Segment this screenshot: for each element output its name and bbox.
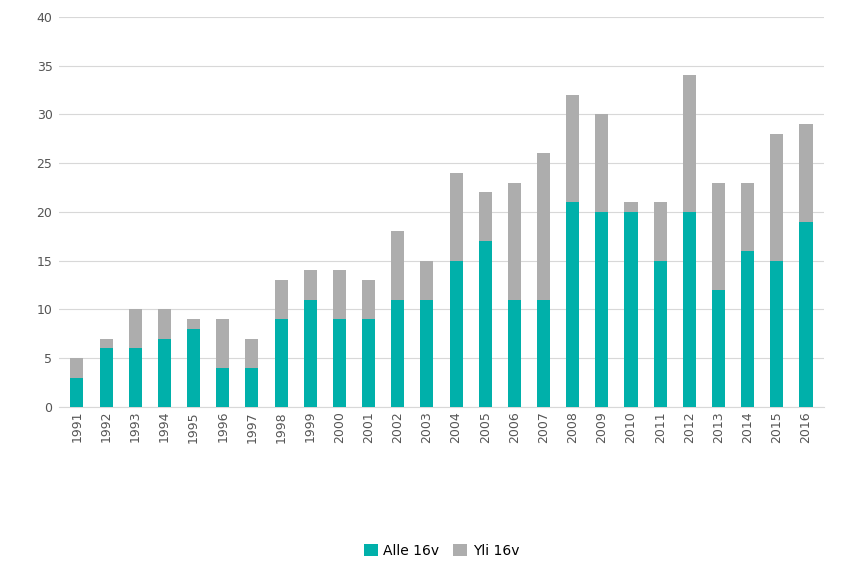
Bar xyxy=(187,319,200,329)
Bar xyxy=(508,299,521,407)
Bar xyxy=(566,95,579,202)
Legend: Alle 16v, Yli 16v: Alle 16v, Yli 16v xyxy=(358,538,525,564)
Bar xyxy=(158,338,171,407)
Bar xyxy=(274,280,288,319)
Bar xyxy=(99,338,113,348)
Bar xyxy=(800,124,812,221)
Bar xyxy=(391,299,404,407)
Bar xyxy=(537,154,550,299)
Bar xyxy=(537,299,550,407)
Bar xyxy=(566,202,579,407)
Bar xyxy=(449,173,463,260)
Bar xyxy=(129,310,142,348)
Bar xyxy=(245,338,258,368)
Bar xyxy=(362,319,375,407)
Bar xyxy=(187,329,200,407)
Bar xyxy=(158,310,171,338)
Bar xyxy=(712,290,725,407)
Bar xyxy=(508,182,521,299)
Bar xyxy=(800,221,812,407)
Bar xyxy=(741,182,754,251)
Bar xyxy=(595,114,609,212)
Bar xyxy=(99,348,113,407)
Bar xyxy=(595,212,609,407)
Bar xyxy=(420,260,434,299)
Bar xyxy=(129,348,142,407)
Bar xyxy=(304,299,317,407)
Bar xyxy=(712,182,725,290)
Bar xyxy=(70,377,83,407)
Bar xyxy=(420,299,434,407)
Bar xyxy=(333,271,346,319)
Bar xyxy=(449,260,463,407)
Bar xyxy=(625,212,638,407)
Bar xyxy=(654,202,666,260)
Bar xyxy=(683,212,696,407)
Bar xyxy=(479,241,492,407)
Bar xyxy=(625,202,638,212)
Bar xyxy=(362,280,375,319)
Bar xyxy=(274,319,288,407)
Bar xyxy=(304,271,317,299)
Bar xyxy=(333,319,346,407)
Bar xyxy=(683,76,696,212)
Bar xyxy=(391,232,404,299)
Bar xyxy=(770,260,784,407)
Bar xyxy=(741,251,754,407)
Bar xyxy=(216,319,229,368)
Bar xyxy=(245,368,258,407)
Bar xyxy=(654,260,666,407)
Bar xyxy=(70,358,83,377)
Bar xyxy=(770,134,784,260)
Bar xyxy=(216,368,229,407)
Bar xyxy=(479,192,492,241)
